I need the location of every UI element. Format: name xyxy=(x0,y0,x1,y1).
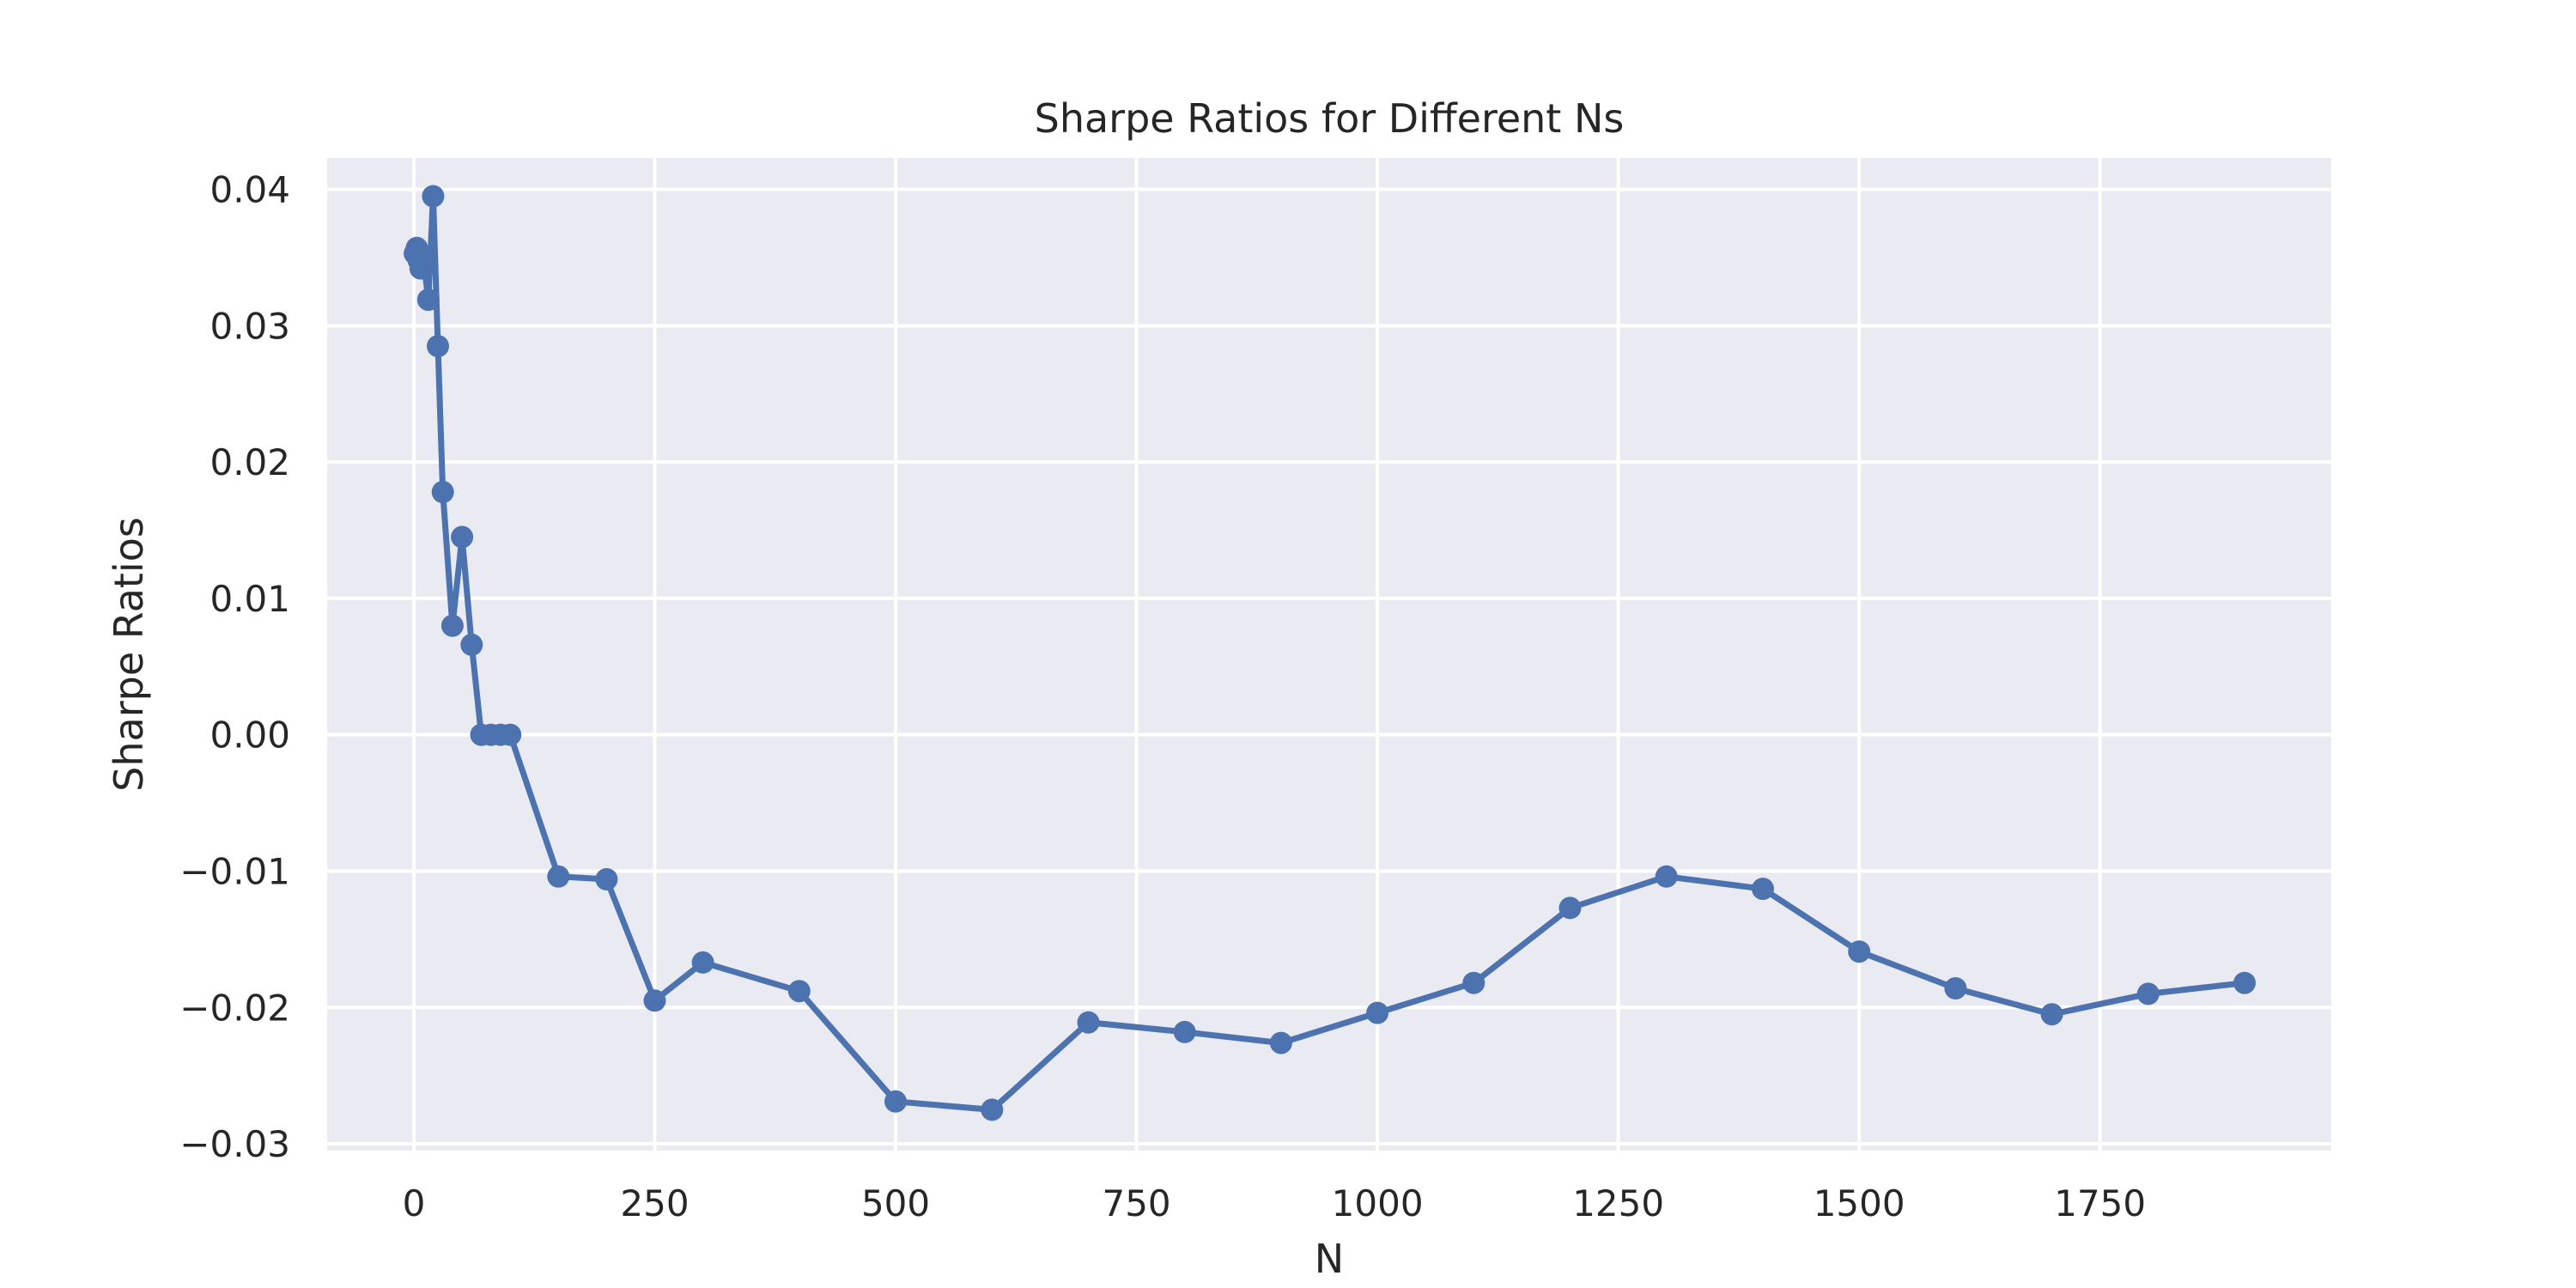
data-point xyxy=(431,481,454,503)
x-tick-label: 750 xyxy=(1102,1182,1170,1224)
data-point xyxy=(1077,1011,1100,1034)
y-tick-label: 0.00 xyxy=(210,714,290,756)
data-point xyxy=(499,723,522,746)
chart-title: Sharpe Ratios for Different Ns xyxy=(1035,95,1625,142)
data-point xyxy=(416,289,440,312)
x-tick-label: 1250 xyxy=(1572,1182,1664,1224)
data-point xyxy=(643,989,666,1012)
series-line xyxy=(411,193,2248,1113)
x-axis-label: N xyxy=(1315,1236,1344,1282)
data-point xyxy=(1173,1020,1196,1043)
x-tick-label: 500 xyxy=(861,1182,930,1224)
y-tick-label: −0.03 xyxy=(179,1123,290,1165)
grid-lines xyxy=(327,158,2331,1151)
x-tick-label: 250 xyxy=(620,1182,689,1224)
x-tick-label: 1000 xyxy=(1332,1182,1424,1224)
data-point xyxy=(1944,977,1967,999)
data-point xyxy=(787,980,811,1003)
data-point xyxy=(1366,1001,1389,1024)
data-point xyxy=(884,1090,907,1113)
data-point xyxy=(1655,865,1678,888)
data-point xyxy=(460,633,483,656)
data-point xyxy=(1462,971,1485,994)
tick-labels: 0 250 500 750 1000 1250 1500 1750 0.04 0.03 0.02 0.… xyxy=(179,169,2146,1224)
data-point xyxy=(1752,878,1774,901)
data-point xyxy=(440,614,464,637)
x-tick-label: 0 xyxy=(403,1182,426,1224)
data-point xyxy=(412,249,435,272)
y-tick-label: 0.03 xyxy=(210,305,290,347)
plot-area-background xyxy=(327,158,2331,1151)
data-point xyxy=(422,185,445,208)
y-tick-label: −0.01 xyxy=(179,850,290,892)
x-tick-label: 1750 xyxy=(2054,1182,2146,1224)
data-point xyxy=(547,865,570,888)
data-point xyxy=(1269,1031,1292,1054)
x-tick-label: 1500 xyxy=(1814,1182,1905,1224)
data-point xyxy=(691,951,714,974)
y-tick-label: 0.04 xyxy=(210,169,290,211)
data-point xyxy=(1848,940,1871,963)
y-tick-label: −0.02 xyxy=(179,987,290,1029)
data-point xyxy=(1558,896,1582,920)
series-layer xyxy=(404,185,2256,1121)
data-point xyxy=(595,868,618,890)
y-axis-label: Sharpe Ratios xyxy=(106,517,152,792)
data-point xyxy=(2233,971,2256,994)
y-tick-label: 0.02 xyxy=(210,441,290,483)
data-point xyxy=(451,526,474,549)
data-point xyxy=(427,335,449,358)
data-point xyxy=(2136,982,2160,1005)
data-point xyxy=(2040,1003,2063,1026)
y-tick-label: 0.01 xyxy=(210,578,290,620)
data-point xyxy=(981,1098,1004,1121)
